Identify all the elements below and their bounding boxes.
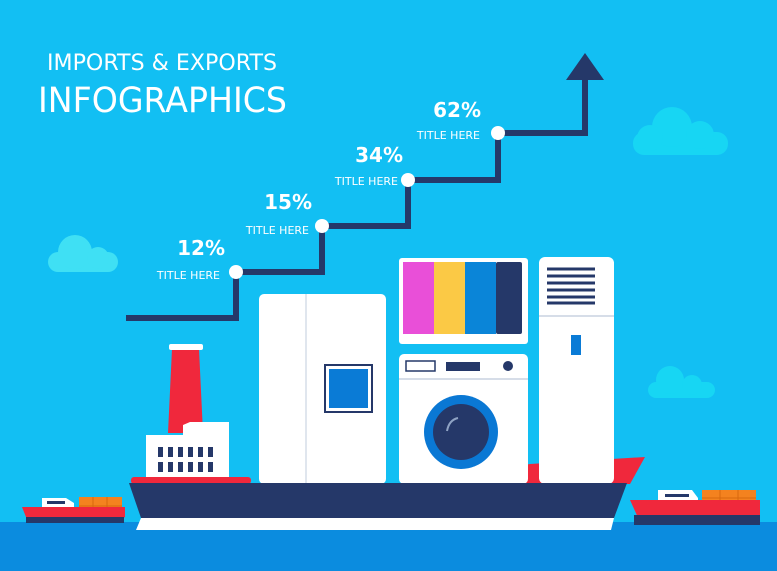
step-value: 62% xyxy=(433,98,481,122)
ship-hull xyxy=(129,483,627,518)
cargo-ship-left xyxy=(22,497,125,523)
step-value: 12% xyxy=(177,236,225,260)
growth-arrow-line xyxy=(126,78,588,321)
step-marker xyxy=(491,126,505,140)
ship-cabin xyxy=(146,422,229,483)
step-value: 15% xyxy=(264,190,312,214)
step-marker xyxy=(401,173,415,187)
arrow-up-icon xyxy=(566,53,604,80)
step-title: TITLE HERE xyxy=(245,224,309,237)
ship-waterline xyxy=(136,518,614,530)
step-2: 15% TITLE HERE xyxy=(245,190,329,237)
step-title: TITLE HERE xyxy=(156,269,220,282)
air-conditioner xyxy=(539,257,614,484)
title-line-2: INFOGRAPHICS xyxy=(38,81,287,121)
cargo-ship-right xyxy=(630,490,760,525)
cloud-icon xyxy=(48,235,118,272)
cloud-icon xyxy=(633,107,728,155)
ship-stern-deck xyxy=(131,477,251,484)
step-3: 34% TITLE HERE xyxy=(334,143,415,188)
step-1: 12% TITLE HERE xyxy=(156,236,243,282)
cloud-icon xyxy=(648,366,715,398)
step-marker xyxy=(315,219,329,233)
washing-machine xyxy=(399,354,528,484)
step-value: 34% xyxy=(355,143,403,167)
step-4: 62% TITLE HERE xyxy=(416,98,505,142)
sea xyxy=(0,522,777,571)
title-line-1: IMPORTS & EXPORTS xyxy=(47,51,277,76)
step-title: TITLE HERE xyxy=(416,129,480,142)
step-marker xyxy=(229,265,243,279)
refrigerator xyxy=(259,294,386,484)
television xyxy=(399,258,528,344)
ship-chimney xyxy=(168,344,203,433)
step-title: TITLE HERE xyxy=(334,175,398,188)
